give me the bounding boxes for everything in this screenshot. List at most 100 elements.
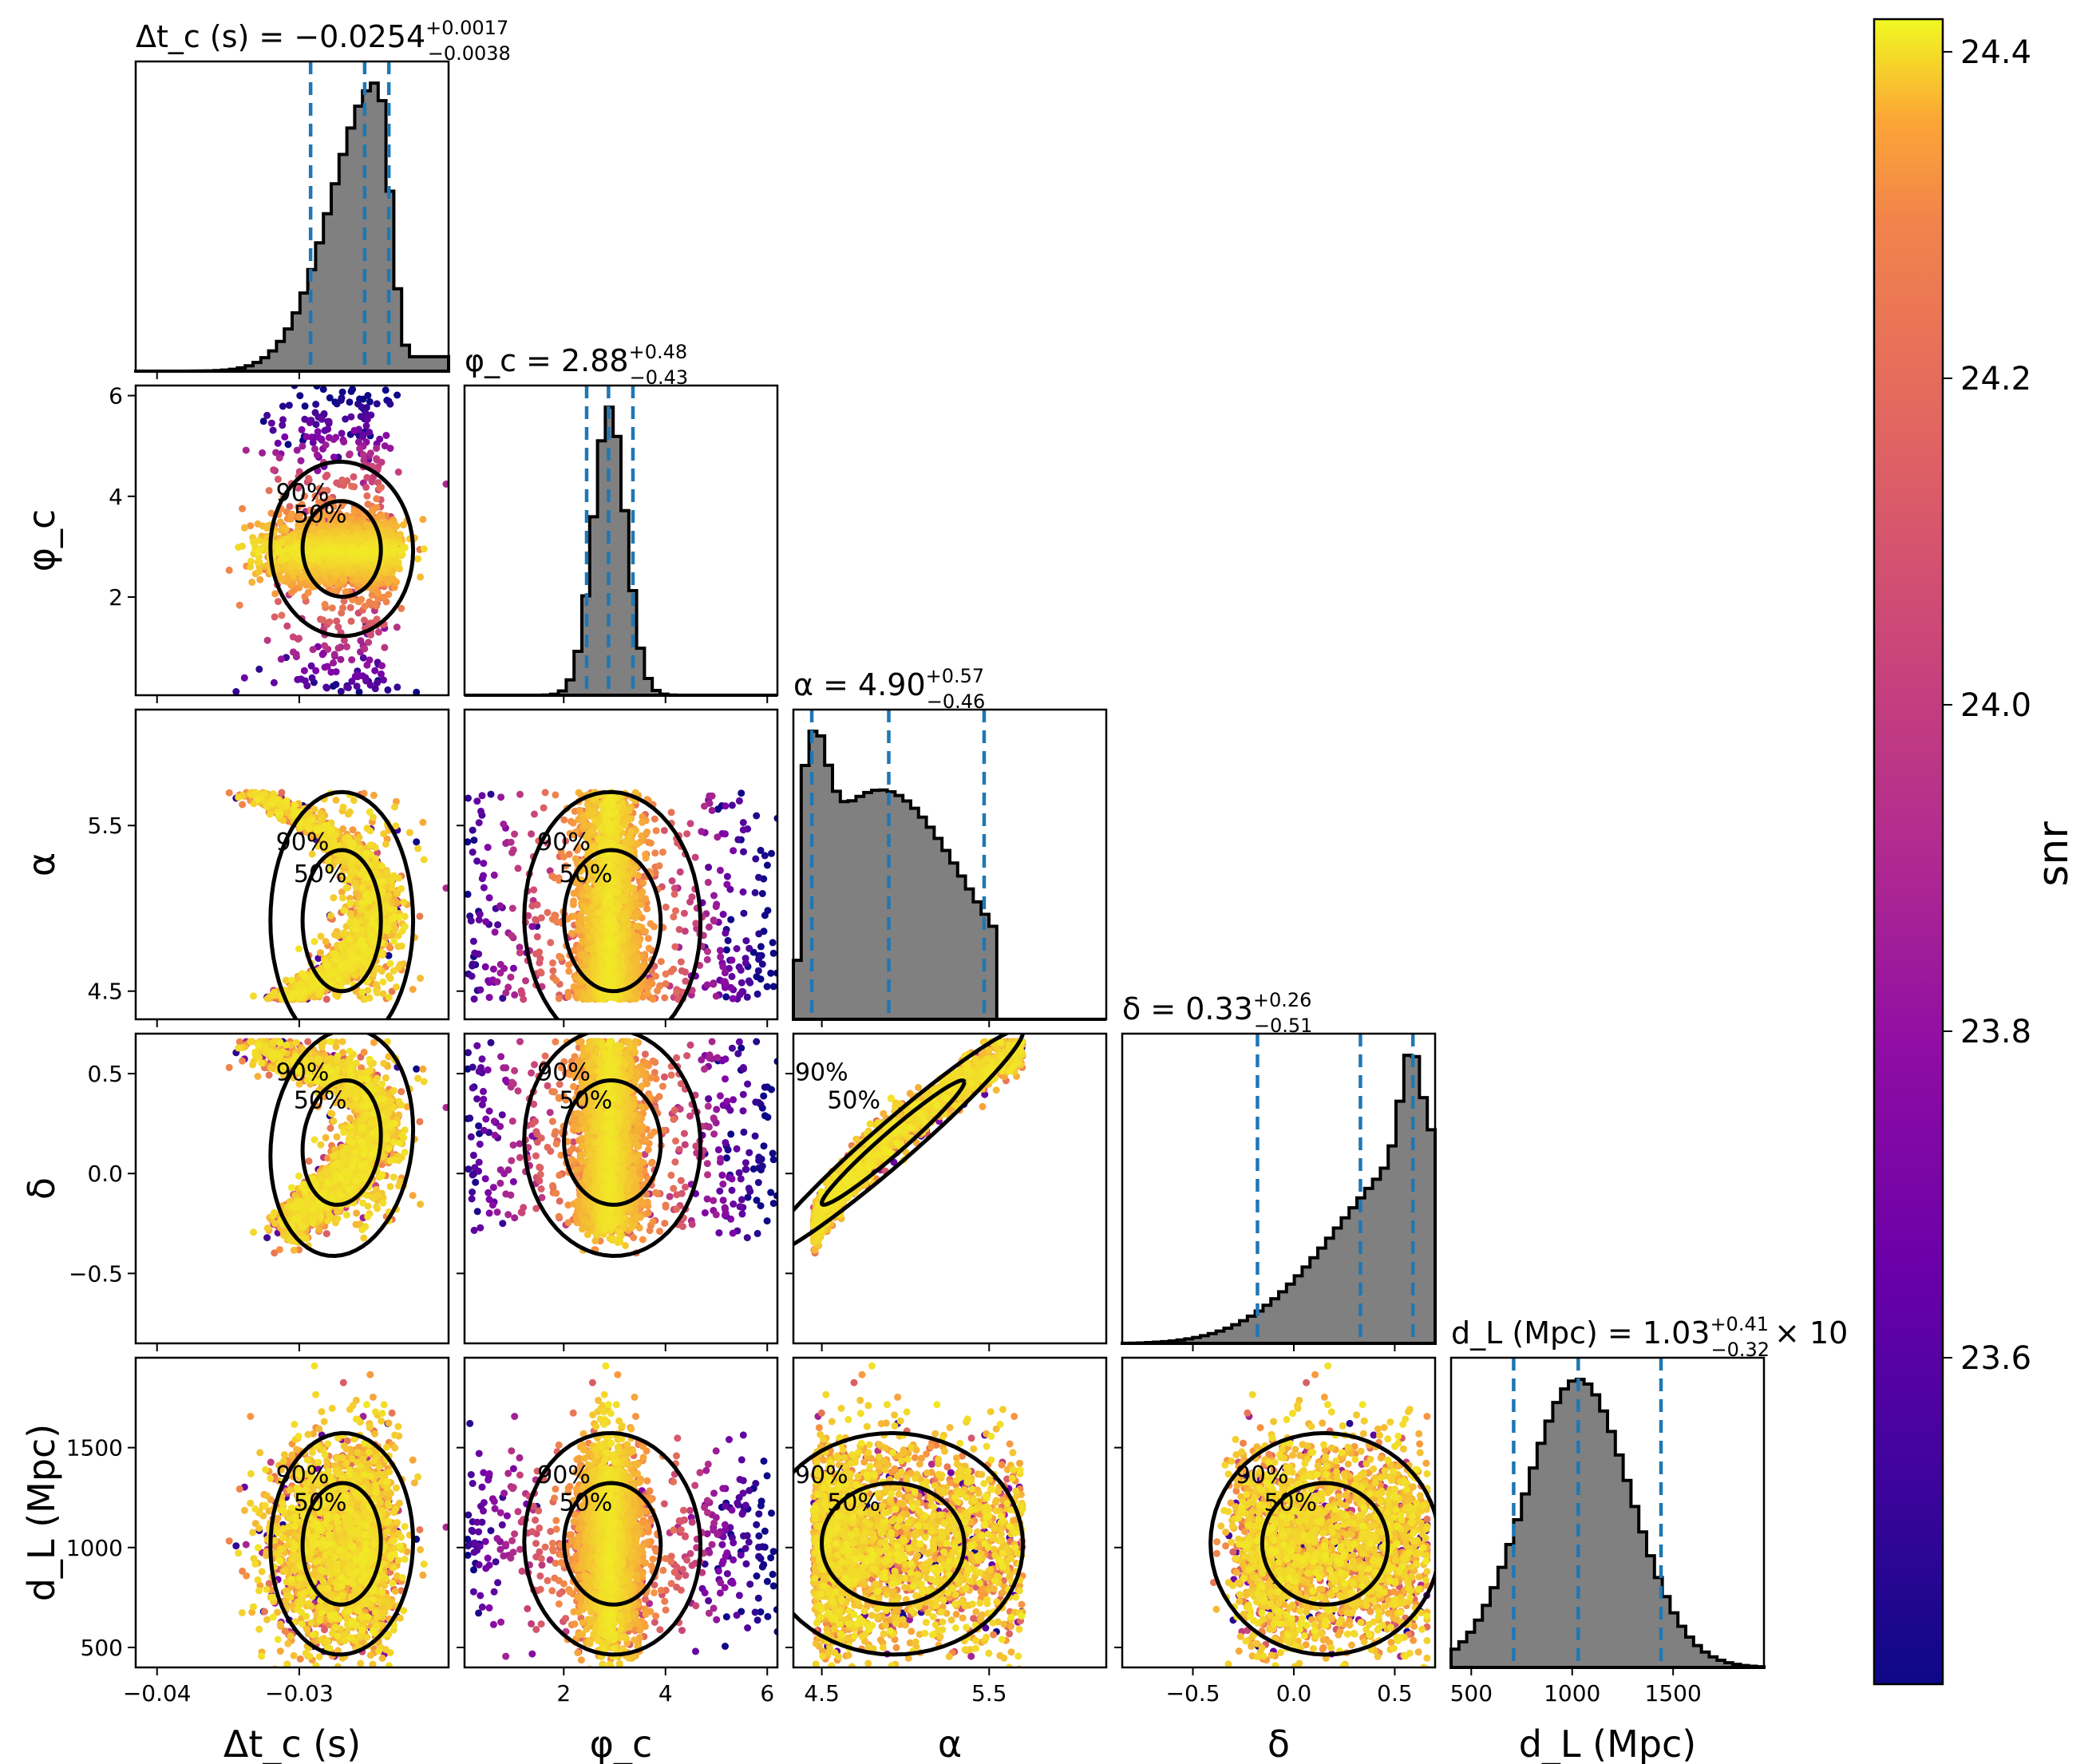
- sample-point: [385, 544, 393, 552]
- sample-point: [297, 457, 305, 465]
- sample-point: [391, 926, 399, 934]
- sample-point: [343, 643, 350, 651]
- sample-point: [338, 502, 346, 510]
- sample-point: [267, 509, 275, 517]
- sample-point: [386, 400, 394, 408]
- sample-point: [240, 674, 248, 682]
- sample-point: [362, 995, 370, 1003]
- sample-point: [366, 681, 374, 689]
- sample-point: [396, 547, 404, 555]
- sample-point: [319, 835, 327, 843]
- sample-point: [235, 601, 243, 609]
- sample-point: [318, 815, 326, 823]
- sample-point: [348, 656, 356, 664]
- sample-point: [453, 972, 461, 979]
- y-tick-label: 4: [109, 484, 123, 510]
- sample-point: [306, 419, 314, 426]
- sample-point: [400, 898, 408, 906]
- sample-point: [369, 548, 377, 556]
- sample-point: [254, 559, 262, 567]
- sample-point: [413, 688, 421, 695]
- sample-point: [311, 492, 319, 500]
- sample-point: [350, 473, 358, 481]
- y-tick-label: 6: [109, 383, 123, 409]
- sample-point: [417, 975, 425, 983]
- sample-point: [274, 439, 282, 447]
- sample-point: [391, 803, 398, 811]
- sample-point: [330, 651, 338, 659]
- sample-point: [265, 487, 273, 495]
- sample-point: [322, 995, 330, 1003]
- sample-point: [263, 995, 271, 1003]
- sample-point: [342, 588, 350, 595]
- sample-point: [347, 413, 355, 421]
- sample-point: [399, 521, 407, 529]
- sample-point: [310, 524, 318, 532]
- panel-delta_tc-vs-delta_tc: Δt_c (s) = −0.0254+0.0017 −0.0038: [134, 17, 511, 379]
- sample-point: [322, 511, 330, 519]
- sample-point: [278, 611, 286, 619]
- sample-point: [312, 421, 320, 429]
- panel-phi_c-vs-delta_tc: 90%50%246: [109, 383, 450, 703]
- sample-point: [301, 677, 309, 685]
- sample-point: [417, 573, 425, 581]
- histogram-phi_c: [465, 405, 777, 697]
- sample-point: [340, 636, 348, 644]
- sample-point: [332, 681, 340, 688]
- sample-point: [340, 929, 348, 937]
- y-tick-label: 2: [109, 584, 123, 611]
- sample-point: [373, 456, 381, 464]
- sample-point: [269, 426, 277, 434]
- sample-point: [303, 433, 310, 441]
- sample-point: [296, 392, 304, 400]
- sample-point: [322, 441, 330, 449]
- sample-point: [365, 639, 373, 647]
- sample-point: [349, 826, 357, 834]
- sample-point: [318, 651, 326, 659]
- sample-point: [393, 391, 401, 399]
- sample-point: [247, 557, 255, 565]
- sample-point: [392, 822, 400, 830]
- sample-point: [346, 603, 354, 611]
- sample-point: [248, 578, 256, 586]
- sample-point: [299, 442, 306, 450]
- sample-point: [289, 633, 297, 641]
- sample-point: [326, 394, 334, 401]
- sample-point: [374, 595, 382, 603]
- sample-point: [323, 684, 330, 692]
- sample-point: [366, 397, 374, 405]
- sample-point: [364, 500, 372, 508]
- sample-point: [326, 618, 334, 626]
- sample-point: [356, 445, 364, 453]
- sample-point: [263, 411, 271, 419]
- sample-point: [298, 425, 306, 433]
- sample-point: [251, 543, 259, 550]
- axes-frame: [463, 384, 779, 697]
- sample-point: [296, 511, 304, 519]
- sample-point: [339, 825, 347, 833]
- sample-point: [286, 503, 294, 511]
- sample-point: [328, 604, 336, 612]
- sample-point: [366, 449, 374, 457]
- sample-point: [339, 604, 346, 612]
- sample-point: [337, 687, 345, 695]
- sample-point: [270, 466, 278, 474]
- sample-point: [368, 591, 376, 599]
- sample-point: [346, 808, 354, 816]
- sample-point: [352, 883, 360, 891]
- sample-point: [390, 558, 397, 566]
- sample-point: [371, 666, 379, 674]
- sample-point: [420, 856, 428, 864]
- sample-point: [317, 949, 324, 957]
- sample-point: [311, 445, 318, 453]
- sample-point: [350, 426, 358, 434]
- sample-point: [346, 451, 353, 459]
- sample-point: [273, 564, 281, 572]
- sample-point: [394, 468, 402, 476]
- sample-point: [373, 615, 381, 623]
- sample-point: [375, 964, 383, 972]
- sample-point: [414, 555, 422, 563]
- sample-point: [288, 510, 296, 518]
- sample-point: [359, 654, 367, 662]
- sample-point: [355, 688, 363, 695]
